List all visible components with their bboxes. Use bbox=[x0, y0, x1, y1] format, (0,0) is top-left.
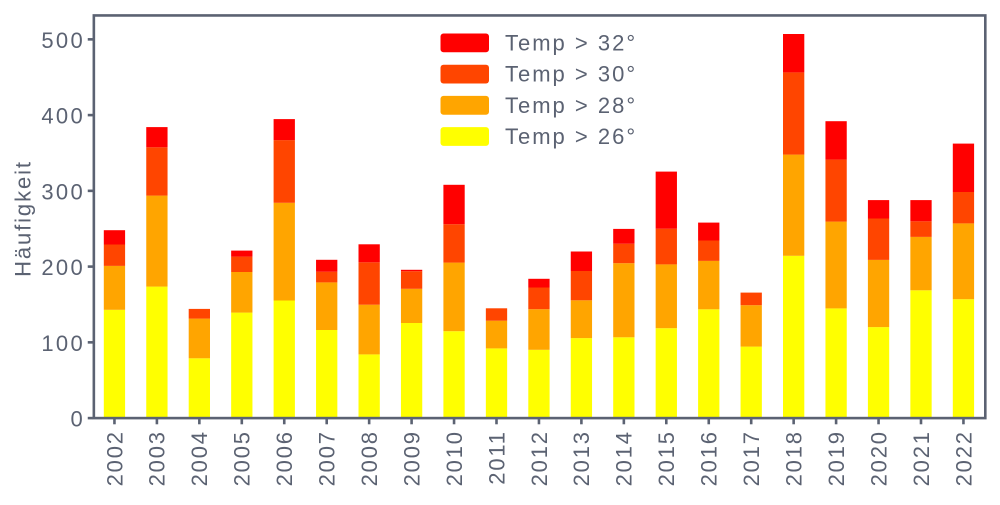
svg-text:2005: 2005 bbox=[230, 430, 255, 486]
svg-text:2015: 2015 bbox=[654, 430, 679, 486]
svg-text:Temp > 32°: Temp > 32° bbox=[505, 31, 637, 56]
svg-text:2014: 2014 bbox=[612, 430, 637, 486]
svg-text:2016: 2016 bbox=[697, 430, 722, 486]
svg-text:2021: 2021 bbox=[909, 430, 934, 486]
svg-text:300: 300 bbox=[41, 179, 85, 204]
svg-text:2004: 2004 bbox=[187, 430, 212, 486]
svg-text:Häufigkeit: Häufigkeit bbox=[11, 160, 36, 277]
svg-text:2007: 2007 bbox=[315, 430, 340, 486]
svg-text:2022: 2022 bbox=[951, 430, 976, 486]
svg-text:200: 200 bbox=[41, 255, 85, 280]
svg-text:100: 100 bbox=[41, 331, 85, 356]
svg-text:2019: 2019 bbox=[824, 430, 849, 486]
svg-text:500: 500 bbox=[41, 28, 85, 53]
svg-text:Temp > 26°: Temp > 26° bbox=[505, 124, 637, 149]
svg-text:2009: 2009 bbox=[399, 430, 424, 486]
svg-text:2003: 2003 bbox=[145, 430, 170, 486]
svg-text:2002: 2002 bbox=[102, 430, 127, 486]
svg-text:2012: 2012 bbox=[527, 430, 552, 486]
svg-text:2018: 2018 bbox=[781, 430, 806, 486]
svg-text:2013: 2013 bbox=[569, 430, 594, 486]
svg-text:2010: 2010 bbox=[442, 430, 467, 486]
svg-text:0: 0 bbox=[70, 407, 85, 432]
svg-text:Temp > 30°: Temp > 30° bbox=[505, 62, 637, 87]
svg-text:Temp > 28°: Temp > 28° bbox=[505, 93, 637, 118]
svg-text:2006: 2006 bbox=[272, 430, 297, 486]
svg-text:2011: 2011 bbox=[484, 430, 509, 485]
svg-text:2020: 2020 bbox=[866, 430, 891, 486]
svg-text:400: 400 bbox=[41, 104, 85, 129]
svg-text:2017: 2017 bbox=[739, 430, 764, 486]
svg-text:2008: 2008 bbox=[357, 430, 382, 486]
